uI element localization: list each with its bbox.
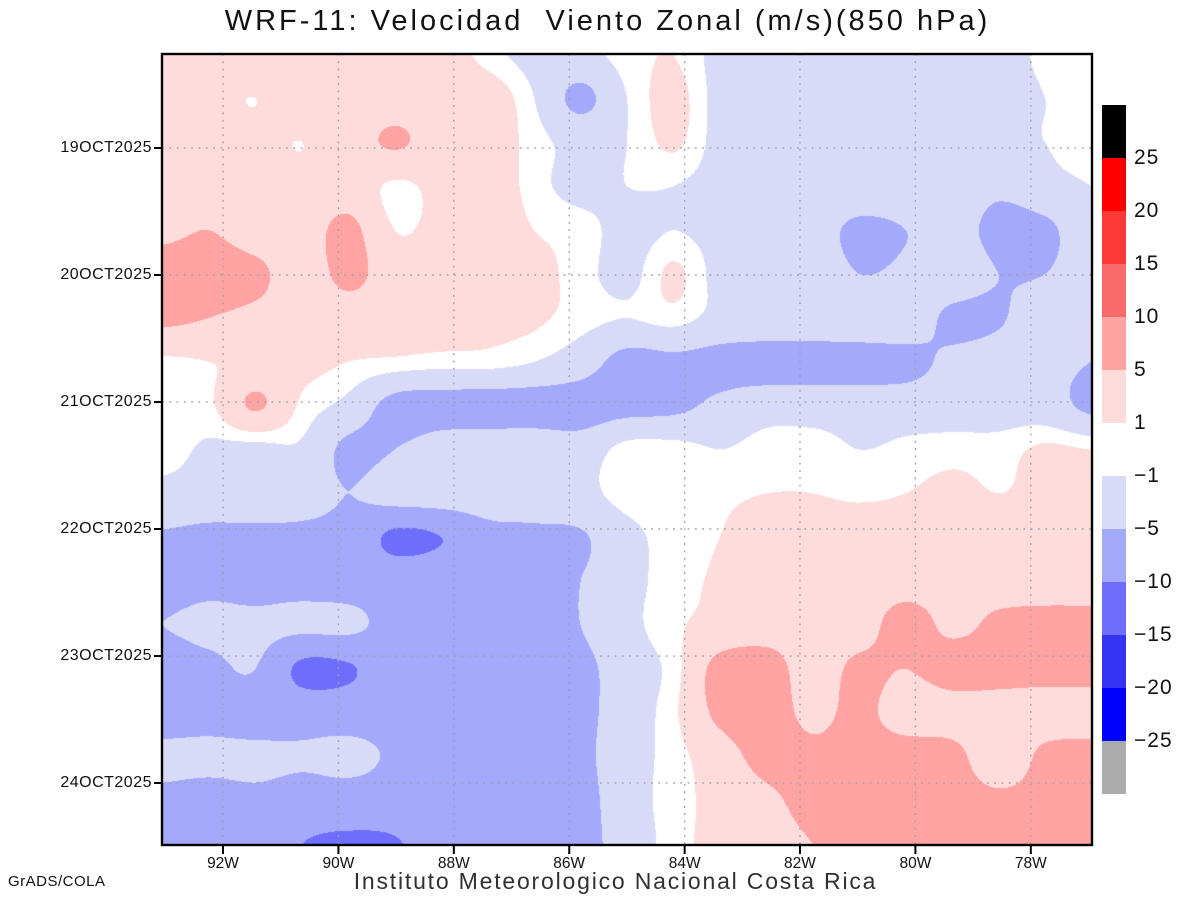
y-tick-label: 20OCT2025 <box>60 266 152 283</box>
grads-credit-text: GrADS/COLA <box>8 873 106 890</box>
legend-color-segment <box>1102 741 1126 794</box>
y-tick-label: 24OCT2025 <box>60 773 152 791</box>
x-tick-label: 92W <box>207 855 239 872</box>
legend-value-label: −15 <box>1134 623 1173 646</box>
legend-value-label: 1 <box>1134 411 1147 434</box>
x-tick-label: 78W <box>1014 855 1047 872</box>
legend-color-segment <box>1102 370 1126 423</box>
legend-value-label: 15 <box>1134 252 1160 275</box>
contour-field-canvas <box>162 54 1092 845</box>
legend-color-segment <box>1102 476 1126 529</box>
legend-color-segment <box>1102 635 1126 688</box>
institute-caption: Instituto Meteorologico Nacional Costa R… <box>353 868 878 894</box>
legend-color-segment <box>1102 158 1126 211</box>
x-tick-label: 80W <box>899 855 932 872</box>
legend-value-label: −25 <box>1134 729 1173 752</box>
legend-value-label: −10 <box>1134 570 1173 593</box>
x-tick-label: 86W <box>553 855 586 872</box>
legend-color-segment <box>1102 211 1126 264</box>
y-tick-label: 21OCT2025 <box>60 393 152 411</box>
x-tick-label: 84W <box>668 855 701 872</box>
legend-color-segment <box>1102 529 1126 582</box>
x-tick-label: 88W <box>437 855 470 872</box>
legend-color-segment <box>1102 264 1126 317</box>
x-tick-label: 90W <box>322 855 355 872</box>
legend-color-segment <box>1102 688 1126 741</box>
legend-value-label: 10 <box>1134 305 1160 328</box>
chart-title: WRF-11: Velocidad Viento Zonal (m/s)(850… <box>224 5 991 37</box>
y-tick-label: 23OCT2025 <box>60 647 152 665</box>
x-tick-label: 82W <box>784 855 816 872</box>
legend-color-segment <box>1102 582 1126 635</box>
legend-value-label: 20 <box>1134 199 1160 222</box>
y-tick-label: 22OCT2025 <box>60 519 152 537</box>
legend-color-segment <box>1102 105 1126 158</box>
legend-value-label: −1 <box>1134 464 1160 487</box>
legend-value-label: 5 <box>1134 358 1147 381</box>
legend-value-label: 25 <box>1134 146 1160 169</box>
legend-value-label: −5 <box>1134 517 1160 540</box>
y-tick-label: 19OCT2025 <box>60 138 152 156</box>
legend-color-segment <box>1102 317 1126 370</box>
legend-value-label: −20 <box>1134 676 1173 699</box>
